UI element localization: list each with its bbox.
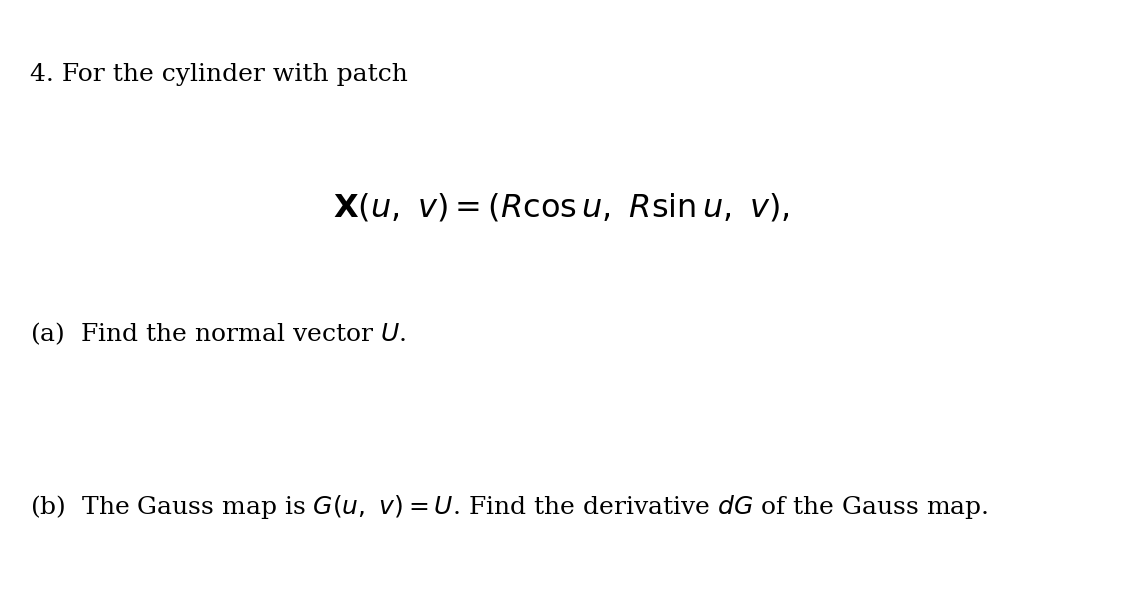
Text: (a)  Find the normal vector $U$.: (a) Find the normal vector $U$. bbox=[30, 320, 406, 346]
Text: (b)  The Gauss map is $G(u,\ v) = U$. Find the derivative $dG$ of the Gauss map.: (b) The Gauss map is $G(u,\ v) = U$. Fin… bbox=[30, 493, 988, 521]
Text: $\mathbf{X}$$(u,\ v) = (R\cos u,\ R\sin u,\ v),$: $\mathbf{X}$$(u,\ v) = (R\cos u,\ R\sin … bbox=[333, 191, 789, 224]
Text: 4. For the cylinder with patch: 4. For the cylinder with patch bbox=[30, 63, 408, 86]
